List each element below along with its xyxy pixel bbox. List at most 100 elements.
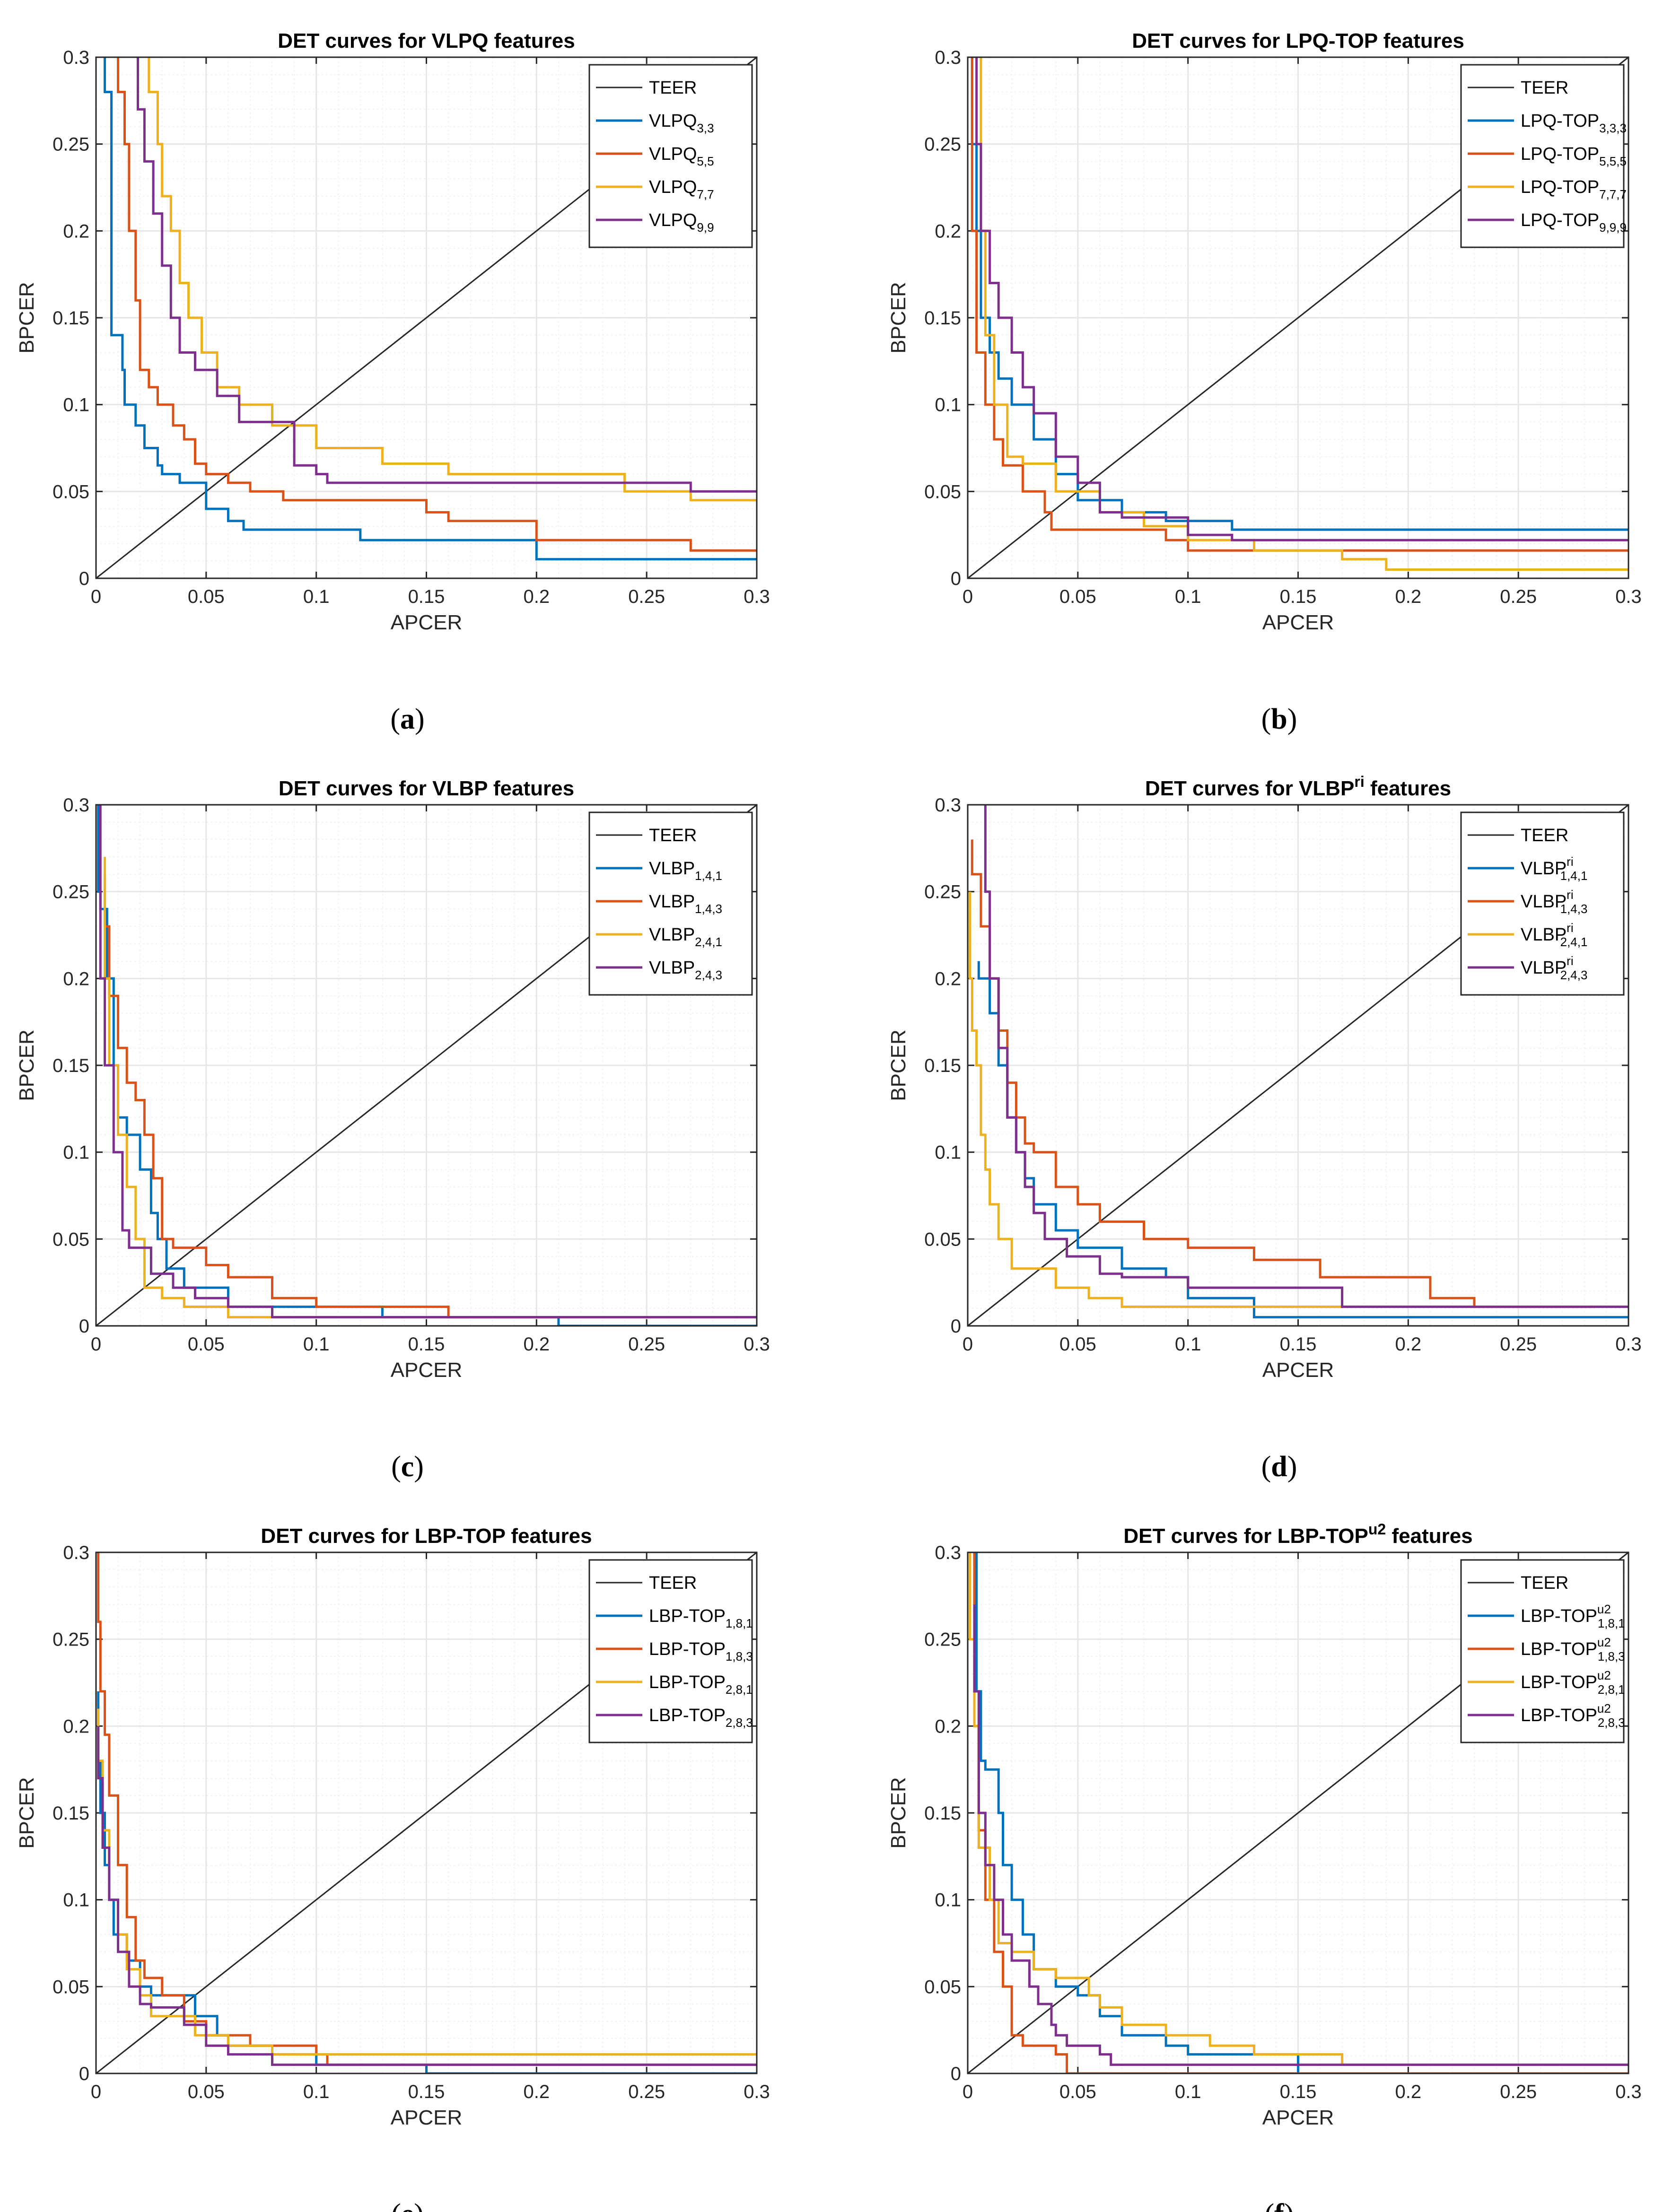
panel-label: (b)	[1261, 703, 1297, 735]
chart-title: DET curves for VLPQ features	[278, 29, 575, 52]
x-tick-label: 0.2	[1395, 1334, 1422, 1355]
chart-title: DET curves for VLBPri features	[1145, 773, 1451, 800]
y-tick-label: 0.1	[935, 1142, 961, 1163]
x-tick-label: 0	[91, 2081, 101, 2102]
legend-entry: LBP-TOP2,8,1	[649, 1672, 753, 1697]
x-tick-label: 0.2	[1395, 2081, 1422, 2102]
x-axis-label: APCER	[1262, 1359, 1334, 1382]
y-tick-label: 0.1	[63, 1142, 89, 1163]
x-tick-label: 0.3	[1615, 2081, 1642, 2102]
axes-box	[95, 1551, 758, 2074]
chart-panel-e: 0 0.05 0.1 0.15 0.2 0.25 0.3 0 0.05 0.1 0.15 0.2 0.2…	[15, 1524, 770, 2212]
x-tick-label: 0.3	[744, 586, 770, 607]
legend-entry: VLBP1,4,3	[649, 892, 722, 916]
series-line-4	[97, 1726, 757, 2066]
chart-title: DET curves for LBP-TOP features	[261, 1524, 592, 1548]
y-tick-label: 0.3	[935, 1542, 961, 1563]
x-tick-label: 0.3	[744, 2081, 770, 2102]
x-tick-label: 0.05	[188, 2081, 225, 2102]
y-axis-label: BPCER	[15, 1777, 38, 1849]
x-tick-label: 0.25	[1500, 2081, 1537, 2102]
axes-box	[95, 804, 758, 1327]
series-line-4	[975, 57, 1628, 541]
legend-entry: VLBPri 1,4,1	[1521, 854, 1587, 883]
series-line-1	[97, 1691, 757, 2073]
y-tick-label: 0.25	[53, 1629, 89, 1650]
legend-entry: LBP-TOP1,8,1	[649, 1606, 753, 1630]
x-tick-label: 0.25	[1500, 586, 1537, 607]
y-tick-label: 0.05	[53, 481, 89, 502]
series-line-2	[104, 874, 757, 1319]
legend-entry: VLPQ3,3	[649, 111, 714, 135]
x-tick-label: 0.05	[1059, 1334, 1096, 1355]
y-tick-label: 0.1	[935, 395, 961, 416]
x-tick-label: 0	[91, 586, 101, 607]
legend-entry: TEER	[649, 1573, 697, 1593]
legend-entry: LBP-TOP2,8,3	[649, 1706, 753, 1730]
y-tick-label: 0.15	[924, 1055, 961, 1076]
series-line-2	[971, 57, 1628, 552]
x-tick-label: 0.3	[1615, 1334, 1642, 1355]
x-tick-label: 0.05	[188, 1334, 225, 1355]
axes-box	[967, 56, 1629, 579]
x-tick-label: 0.15	[1280, 586, 1317, 607]
x-axis-label: APCER	[391, 1359, 463, 1382]
series-line-1	[971, 57, 1628, 531]
y-tick-label: 0	[79, 1316, 89, 1337]
chart-title: DET curves for LPQ-TOP features	[1132, 29, 1464, 52]
y-tick-label: 0.2	[63, 221, 89, 242]
y-tick-label: 0.05	[924, 1977, 961, 1997]
y-tick-label: 0.15	[53, 1055, 89, 1076]
y-tick-label: 0.1	[63, 395, 89, 416]
y-tick-label: 0	[79, 568, 89, 589]
panel-label: (e)	[391, 2198, 424, 2212]
series-line-4	[984, 805, 1628, 1308]
legend-entry: LPQ-TOP5,5,5	[1521, 144, 1627, 168]
series-line-2	[117, 57, 757, 552]
legend-entry: TEER	[1521, 826, 1568, 845]
x-tick-label: 0	[91, 1334, 101, 1355]
x-axis-label: APCER	[1262, 611, 1334, 634]
y-tick-label: 0.05	[924, 481, 961, 502]
x-tick-label: 0.15	[1280, 1334, 1317, 1355]
legend-box	[1460, 64, 1625, 248]
y-tick-label: 0.2	[935, 221, 961, 242]
y-tick-label: 0.15	[53, 308, 89, 329]
y-tick-label: 0.25	[924, 1629, 961, 1650]
legend-entry: LPQ-TOP3,3,3	[1521, 111, 1627, 135]
legend-entry: VLBPri 2,4,3	[1521, 954, 1587, 982]
legend-entry: LBP-TOPu2 1,8,3	[1521, 1635, 1625, 1663]
y-tick-label: 0.3	[935, 795, 961, 816]
legend-entry: VLBP1,4,1	[649, 859, 722, 883]
x-tick-label: 0.1	[1175, 2081, 1201, 2102]
legend-entry: LBP-TOPu2 1,8,1	[1521, 1602, 1625, 1630]
legend-entry: VLBPri 2,4,1	[1521, 921, 1587, 949]
y-axis-label: BPCER	[887, 282, 910, 354]
y-tick-label: 0	[951, 568, 961, 589]
x-tick-label: 0.1	[303, 586, 330, 607]
y-axis-label: BPCER	[887, 1777, 910, 1849]
legend-entry: TEER	[649, 826, 697, 845]
x-tick-label: 0.2	[524, 1334, 550, 1355]
series-line-3	[97, 1708, 757, 2056]
y-tick-label: 0.2	[935, 1716, 961, 1737]
legend-entry: TEER	[649, 78, 697, 98]
y-tick-label: 0.25	[924, 882, 961, 903]
x-tick-label: 0.1	[303, 1334, 330, 1355]
x-axis-label: APCER	[391, 2106, 463, 2129]
x-tick-label: 0.1	[1175, 1334, 1201, 1355]
y-tick-label: 0.3	[63, 795, 89, 816]
x-tick-label: 0.15	[408, 1334, 445, 1355]
x-axis-label: APCER	[391, 611, 463, 634]
legend-entry: VLBP2,4,1	[649, 925, 722, 949]
y-tick-label: 0.1	[935, 1890, 961, 1911]
x-axis-label: APCER	[1262, 2106, 1334, 2129]
series-line-3	[969, 891, 1628, 1308]
y-axis-label: BPCER	[15, 1029, 38, 1101]
series-line-3	[969, 1552, 1628, 2066]
x-tick-label: 0.1	[303, 2081, 330, 2102]
legend-entry: TEER	[1521, 1573, 1568, 1593]
x-tick-label: 0.05	[1059, 586, 1096, 607]
y-tick-label: 0.05	[53, 1977, 89, 1997]
